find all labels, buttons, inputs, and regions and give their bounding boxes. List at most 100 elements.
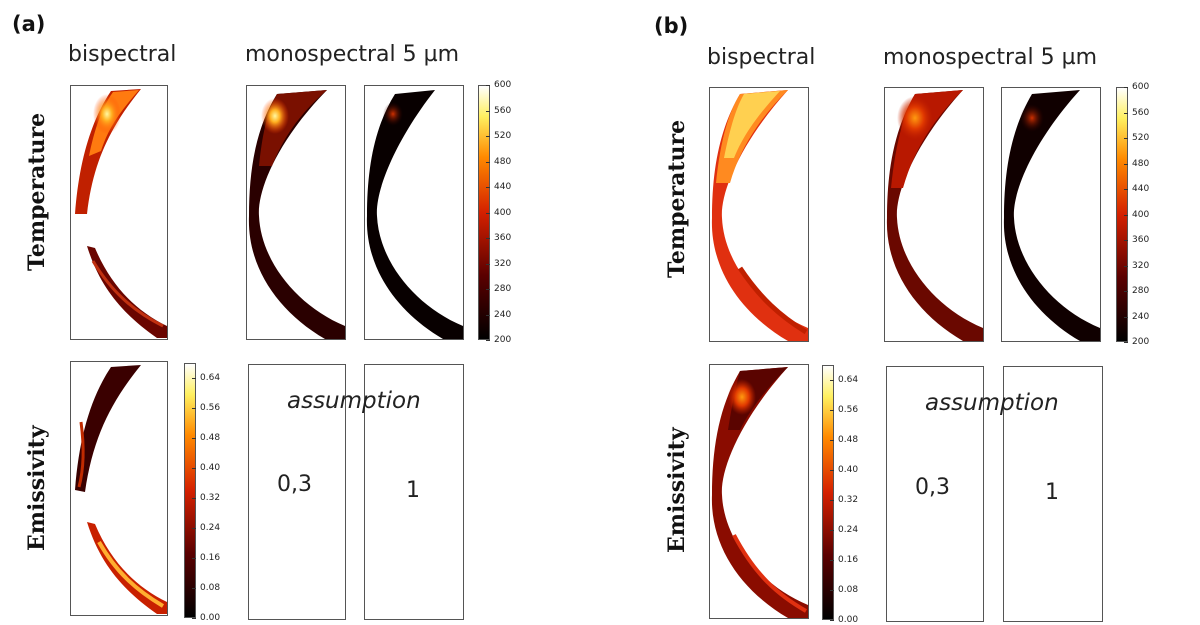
colorbar-tick-mark xyxy=(1124,316,1128,318)
colorbar-tick-mark xyxy=(1124,189,1128,190)
colorbar-tick-mark xyxy=(192,618,196,619)
colorbar-tick-label: 0.56 xyxy=(838,405,859,415)
colorbar-tick-label: 200 xyxy=(494,335,512,345)
panel-b-assumption-box-2 xyxy=(1003,366,1103,622)
colorbar-tick-label: 560 xyxy=(1132,107,1150,118)
panel-a-tag: (a) xyxy=(12,12,46,36)
panel-a-temperature-label: Temperature xyxy=(24,112,50,271)
panel-a-temperature-monospectral-1-map xyxy=(246,85,346,340)
colorbar-tick-mark xyxy=(1124,112,1128,114)
colorbar-tick-label: 240 xyxy=(1132,311,1150,322)
colorbar-tick-label: 0.00 xyxy=(838,615,859,625)
colorbar-tick-mark xyxy=(486,340,490,341)
colorbar-tick-label: 440 xyxy=(1132,184,1150,194)
colorbar-tick-label: 520 xyxy=(494,131,512,141)
panel-a-emissivity-bispectral-map xyxy=(70,361,168,616)
panel-b-assumed-value-2: 1 xyxy=(1045,480,1059,505)
colorbar-tick-label: 200 xyxy=(1132,337,1150,347)
colorbar-tick-mark xyxy=(830,620,834,621)
colorbar-tick-mark xyxy=(192,378,196,379)
panel-b-monospectral-title: monospectral 5 µm xyxy=(883,45,1098,70)
colorbar-tick-label: 0.00 xyxy=(200,613,221,623)
panel-b-bispectral-title: bispectral xyxy=(707,45,816,70)
panel-b-assumption-label: assumption xyxy=(925,390,1059,416)
colorbar-tick-label: 0.64 xyxy=(200,373,221,383)
colorbar-tick-mark xyxy=(830,440,834,441)
colorbar-tick-label: 0.32 xyxy=(200,493,221,503)
colorbar-tick-mark xyxy=(486,136,490,137)
emissivity-colorbar-gradient xyxy=(184,363,196,618)
colorbar-tick-mark xyxy=(486,161,490,163)
panel-b-temperature-monospectral-1-map xyxy=(884,87,984,342)
colorbar-tick-label: 520 xyxy=(1132,133,1150,143)
colorbar-tick-label: 0.48 xyxy=(838,435,859,445)
colorbar-tick-label: 320 xyxy=(494,258,512,269)
colorbar-tick-mark xyxy=(486,187,490,188)
colorbar-tick-label: 360 xyxy=(494,233,512,243)
colorbar-tick-label: 440 xyxy=(494,182,512,192)
panel-a-assumed-value-2: 1 xyxy=(406,478,420,503)
colorbar-tick-mark xyxy=(830,590,834,591)
panel-a-temperature-monospectral-2-map xyxy=(364,85,464,340)
colorbar-tick-label: 480 xyxy=(1132,158,1150,169)
colorbar-tick-mark xyxy=(1124,214,1128,216)
panel-b-emissivity-label: Emissivity xyxy=(664,427,690,553)
colorbar-tick-label: 0.08 xyxy=(200,583,221,593)
emissivity-colorbar-gradient xyxy=(822,365,834,620)
panel-b-temperature-monospectral-2-map xyxy=(1001,87,1101,342)
panel-a-assumption-box-1 xyxy=(248,364,346,620)
panel-a-emissivity-label: Emissivity xyxy=(24,425,50,551)
colorbar-tick-label: 0.16 xyxy=(200,553,221,563)
colorbar-tick-label: 320 xyxy=(1132,260,1150,271)
colorbar-tick-mark xyxy=(486,85,490,86)
colorbar-tick-mark xyxy=(830,500,834,501)
panel-a-assumed-value-1: 0,3 xyxy=(277,472,312,497)
panel-b-tag: (b) xyxy=(654,14,689,38)
panel-b-assumed-value-1: 0,3 xyxy=(915,475,950,500)
panel-b-temperature-bispectral-map xyxy=(709,87,809,342)
colorbar-tick-mark xyxy=(830,560,834,561)
colorbar-tick-label: 0.40 xyxy=(838,465,859,475)
colorbar-tick-label: 400 xyxy=(494,207,512,218)
colorbar-tick-label: 0.32 xyxy=(838,495,859,505)
colorbar-tick-mark xyxy=(192,408,196,409)
colorbar-tick-label: 360 xyxy=(1132,235,1150,245)
colorbar-tick-label: 280 xyxy=(494,284,512,294)
colorbar-tick-label: 0.48 xyxy=(200,433,221,443)
panel-a-assumption-box-2 xyxy=(364,364,464,620)
colorbar-tick-label: 0.64 xyxy=(838,375,859,385)
colorbar-tick-mark xyxy=(486,314,490,316)
colorbar-tick-label: 280 xyxy=(1132,286,1150,296)
colorbar-tick-mark xyxy=(1124,87,1128,88)
colorbar-tick-label: 400 xyxy=(1132,209,1150,220)
colorbar-tick-label: 560 xyxy=(494,105,512,116)
colorbar-tick-mark xyxy=(1124,265,1128,267)
colorbar-tick-label: 0.08 xyxy=(838,585,859,595)
panel-a-monospectral-title: monospectral 5 µm xyxy=(245,42,460,67)
colorbar-tick-mark xyxy=(486,289,490,290)
colorbar-tick-label: 0.56 xyxy=(200,403,221,413)
colorbar-tick-label: 0.40 xyxy=(200,463,221,473)
colorbar-tick-label: 0.24 xyxy=(838,525,859,535)
colorbar-tick-mark xyxy=(830,410,834,411)
panel-a-temperature-bispectral-map xyxy=(70,85,168,340)
colorbar-tick-mark xyxy=(192,438,196,439)
panel-a-assumption-label: assumption xyxy=(287,388,421,414)
colorbar-tick-mark xyxy=(1124,342,1128,343)
colorbar-tick-mark xyxy=(192,558,196,559)
colorbar-tick-mark xyxy=(1124,240,1128,241)
colorbar-tick-mark xyxy=(1124,163,1128,165)
colorbar-tick-mark xyxy=(486,238,490,239)
panel-b-emissivity-bispectral-map xyxy=(709,364,809,619)
colorbar-tick-mark xyxy=(830,380,834,381)
colorbar-tick-mark xyxy=(486,110,490,112)
colorbar-tick-label: 480 xyxy=(494,156,512,167)
colorbar-tick-label: 600 xyxy=(1132,82,1150,92)
colorbar-tick-mark xyxy=(192,498,196,499)
panel-a-bispectral-title: bispectral xyxy=(68,42,177,67)
panel-b-assumption-box-1 xyxy=(886,366,984,622)
colorbar-tick-label: 0.24 xyxy=(200,523,221,533)
colorbar-tick-label: 0.16 xyxy=(838,555,859,565)
colorbar-tick-mark xyxy=(830,470,834,471)
colorbar-tick-mark xyxy=(486,212,490,214)
